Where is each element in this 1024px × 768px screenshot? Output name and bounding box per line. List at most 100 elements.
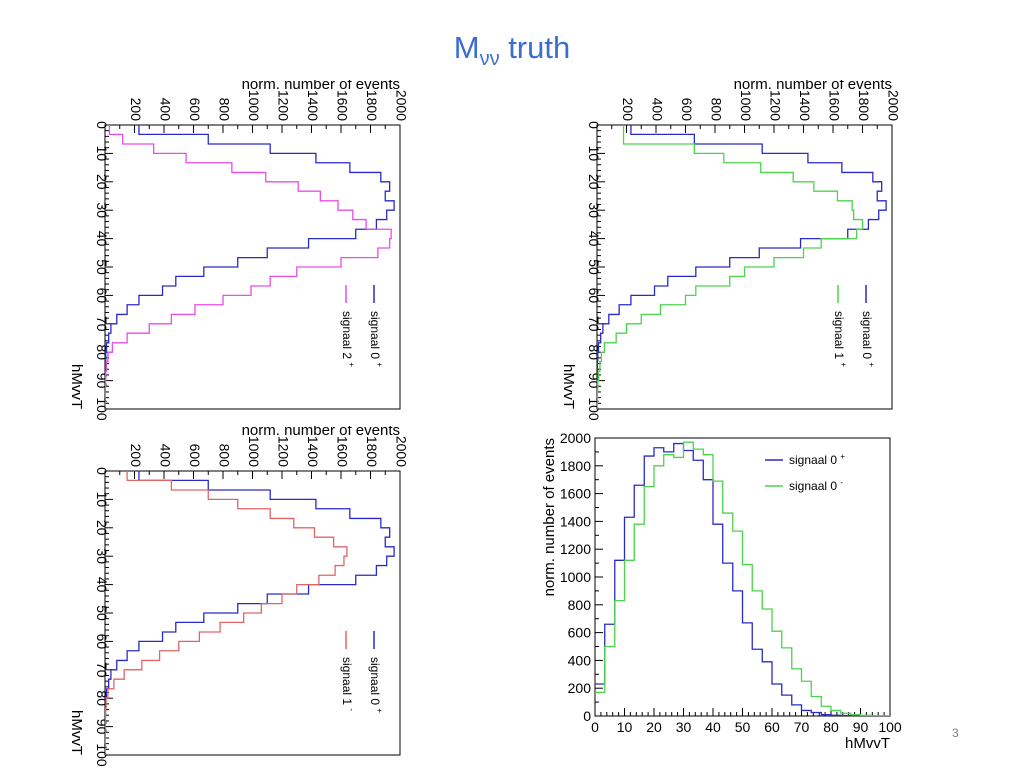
x-tick-label: 40 xyxy=(94,577,110,593)
legend-label-1: signaal 1 + xyxy=(832,311,848,367)
y-tick-label: 400 xyxy=(649,98,665,122)
y-tick-label: 1000 xyxy=(560,569,591,585)
x-tick-label: 40 xyxy=(586,231,602,247)
y-tick-label: 1200 xyxy=(767,90,783,121)
x-tick-label: 50 xyxy=(586,259,602,275)
series-0-histogram xyxy=(105,125,395,409)
x-tick-label: 0 xyxy=(591,719,599,735)
y-tick-label: 1800 xyxy=(364,436,380,467)
legend-label-1: signaal 1 - xyxy=(340,657,356,711)
y-tick-label: 800 xyxy=(568,597,592,613)
x-tick-label: 60 xyxy=(586,288,602,304)
x-tick-label: 30 xyxy=(586,202,602,218)
x-tick-label: 90 xyxy=(853,719,869,735)
top-right-svg: 0 10 20 30 40 50 60 70 80 90 100 200 400 600 800 1000 12… xyxy=(560,80,901,420)
y-tick-label: 600 xyxy=(187,444,203,468)
y-axis-title: norm. number of events xyxy=(242,80,400,93)
y-tick-label: 2000 xyxy=(393,90,409,121)
y-axis-title: norm. number of events xyxy=(242,426,400,439)
chart-top-left: 0 10 20 30 40 50 60 70 80 90 100 200 400 600 800 1000 12… xyxy=(60,80,410,420)
x-tick-label: 60 xyxy=(764,719,780,735)
y-tick-label: 1400 xyxy=(305,90,321,121)
x-axis-title: hMvvT xyxy=(560,364,577,409)
x-tick-label: 90 xyxy=(586,373,602,389)
y-tick-label: 800 xyxy=(216,98,232,122)
y-tick-label: 1600 xyxy=(334,436,350,467)
legend-label-1: signaal 0 - xyxy=(789,478,843,493)
x-tick-label: 40 xyxy=(705,719,721,735)
y-axis-title: norm. number of events xyxy=(541,438,558,596)
x-tick-label: 50 xyxy=(94,605,110,621)
legend-label-0: signaal 0 + xyxy=(368,657,384,713)
y-tick-label: 200 xyxy=(128,444,144,468)
page-number: 3 xyxy=(952,726,959,740)
x-tick-label: 70 xyxy=(794,719,810,735)
x-tick-label: 100 xyxy=(878,719,902,735)
y-tick-label: 2000 xyxy=(560,430,591,446)
x-axis-title: hMvvT xyxy=(68,710,85,755)
x-tick-label: 90 xyxy=(94,719,110,735)
x-tick-label: 50 xyxy=(94,259,110,275)
x-tick-label: 70 xyxy=(586,316,602,332)
y-tick-label: 1600 xyxy=(560,486,591,502)
x-tick-label: 0 xyxy=(94,121,110,129)
series-1-histogram xyxy=(595,441,890,716)
x-tick-label: 0 xyxy=(586,121,602,129)
bottom-right-svg: 0 10 20 30 40 50 60 70 80 90 100020040060080010001… xyxy=(541,430,902,752)
x-tick-label: 80 xyxy=(823,719,839,735)
y-tick-label: 1400 xyxy=(305,436,321,467)
x-axis-title: hMvvT xyxy=(68,364,85,409)
y-tick-label: 0 xyxy=(583,708,591,724)
series-1-histogram xyxy=(105,125,392,409)
y-tick-label: 1600 xyxy=(334,90,350,121)
y-tick-label: 400 xyxy=(157,444,173,468)
title-rest: truth xyxy=(499,30,571,65)
y-tick-label: 2000 xyxy=(393,436,409,467)
x-tick-label: 30 xyxy=(94,548,110,564)
x-tick-label: 70 xyxy=(94,316,110,332)
chart-bottom-right: 0 10 20 30 40 50 60 70 80 90 100 0 200 400 600 800 1000 1… xyxy=(540,430,910,760)
y-tick-label: 1200 xyxy=(275,436,291,467)
legend-label-0: signaal 0 + xyxy=(368,311,384,367)
chart-top-right: 0 10 20 30 40 50 60 70 80 90 100 200 400 600 800 1000 12… xyxy=(552,80,902,420)
series-1-histogram xyxy=(597,125,864,409)
x-tick-label: 0 xyxy=(94,467,110,475)
y-tick-label: 200 xyxy=(568,680,592,696)
y-tick-label: 800 xyxy=(216,444,232,468)
y-tick-label: 1000 xyxy=(246,436,262,467)
plot-frame xyxy=(594,437,891,717)
y-tick-label: 1000 xyxy=(246,90,262,121)
y-tick-label: 200 xyxy=(128,98,144,122)
y-tick-label: 1000 xyxy=(738,90,754,121)
y-tick-label: 600 xyxy=(187,98,203,122)
x-tick-label: 20 xyxy=(94,520,110,536)
x-tick-label: 100 xyxy=(94,743,110,767)
title-main: M xyxy=(453,30,480,65)
y-tick-label: 1800 xyxy=(364,90,380,121)
x-tick-label: 10 xyxy=(94,146,110,162)
x-tick-label: 20 xyxy=(94,174,110,190)
x-tick-label: 10 xyxy=(617,719,633,735)
legend-label-0: signaal 0 + xyxy=(789,452,845,467)
x-tick-label: 100 xyxy=(94,397,110,420)
y-tick-label: 1200 xyxy=(560,541,591,557)
series-1-histogram xyxy=(105,471,348,755)
y-tick-label: 800 xyxy=(708,98,724,122)
x-tick-label: 60 xyxy=(94,288,110,304)
series-0-histogram xyxy=(595,442,890,716)
x-tick-label: 10 xyxy=(586,146,602,162)
y-tick-label: 2000 xyxy=(885,90,901,121)
y-tick-label: 200 xyxy=(620,98,636,122)
y-tick-label: 1600 xyxy=(826,90,842,121)
x-tick-label: 20 xyxy=(646,719,662,735)
x-tick-label: 70 xyxy=(94,662,110,678)
y-tick-label: 400 xyxy=(568,652,592,668)
y-tick-label: 1800 xyxy=(560,458,591,474)
y-tick-label: 1400 xyxy=(797,90,813,121)
x-tick-label: 50 xyxy=(735,719,751,735)
legend-label-1: signaal 2 + xyxy=(340,311,356,367)
legend-label-0: signaal 0 + xyxy=(860,311,876,367)
x-tick-label: 80 xyxy=(586,344,602,360)
x-tick-label: 60 xyxy=(94,634,110,650)
